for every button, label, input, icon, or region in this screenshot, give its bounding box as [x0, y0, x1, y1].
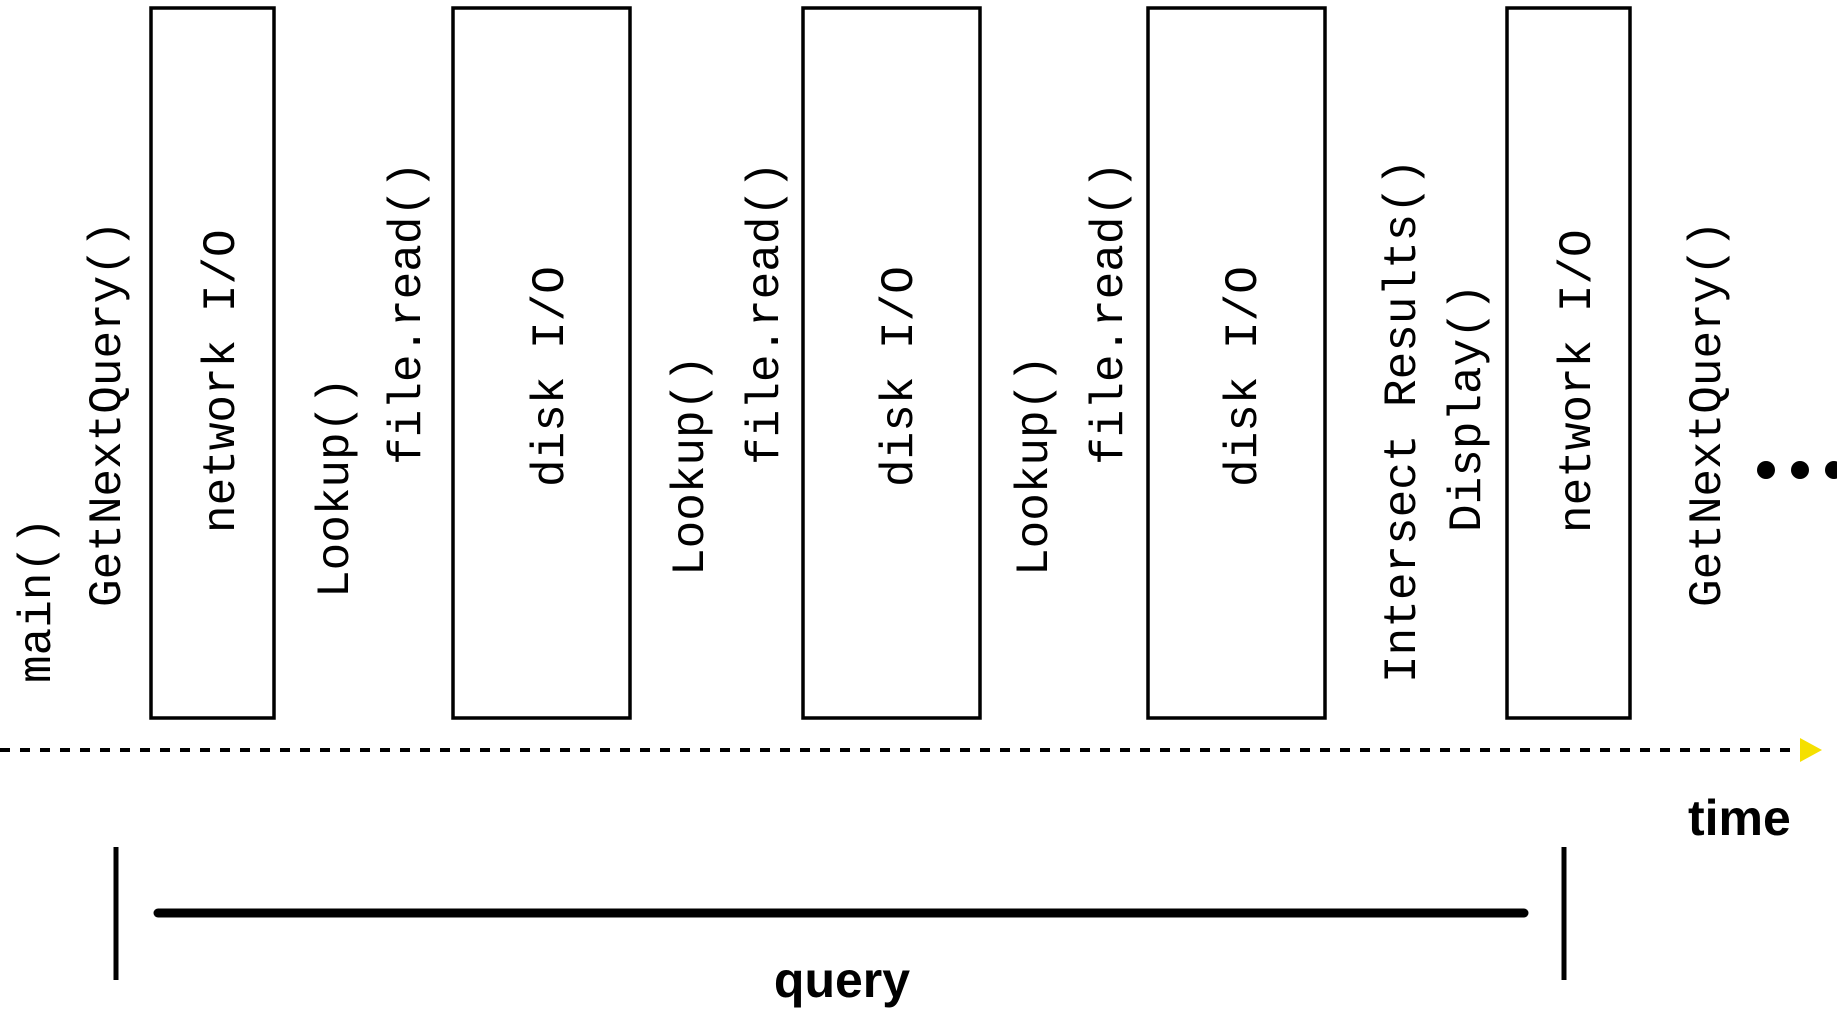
disk-io-box: [451, 6, 632, 720]
disk-io-box: [801, 6, 982, 720]
step-lookup-label: Lookup(): [1009, 355, 1061, 576]
step-file-read-label: file.read(): [382, 161, 434, 465]
step-getnextquery-label: GetNextQuery(): [82, 221, 134, 607]
time-axis-arrowhead: [1800, 738, 1822, 762]
network-io-box: [1505, 6, 1632, 720]
step-lookup-label: Lookup(): [310, 377, 362, 598]
disk-io-box-label: disk I/O: [1218, 266, 1270, 487]
step-file-read-label: file.read(): [1084, 161, 1136, 465]
disk-io-box: [1146, 6, 1327, 720]
network-io-box-label: network I/O: [1552, 229, 1604, 533]
continuation-dot: [1825, 461, 1837, 479]
network-io-box-label: network I/O: [196, 229, 248, 533]
query-span-label: query: [774, 952, 910, 1008]
disk-io-box-label: disk I/O: [525, 266, 577, 487]
step-getnextquery-label: GetNextQuery(): [1682, 221, 1734, 607]
disk-io-box-label: disk I/O: [874, 266, 926, 487]
continuation-dot: [1791, 461, 1809, 479]
step-intersect-results-label: Intersect Results(): [1377, 159, 1429, 684]
network-io-box: [149, 6, 276, 720]
step-main-label: main(): [12, 517, 64, 683]
step-lookup-label: Lookup(): [665, 355, 717, 576]
time-axis-label: time: [1688, 790, 1791, 846]
continuation-dot: [1757, 461, 1775, 479]
step-display-label: Display(): [1442, 284, 1494, 532]
step-file-read-label: file.read(): [740, 161, 792, 465]
